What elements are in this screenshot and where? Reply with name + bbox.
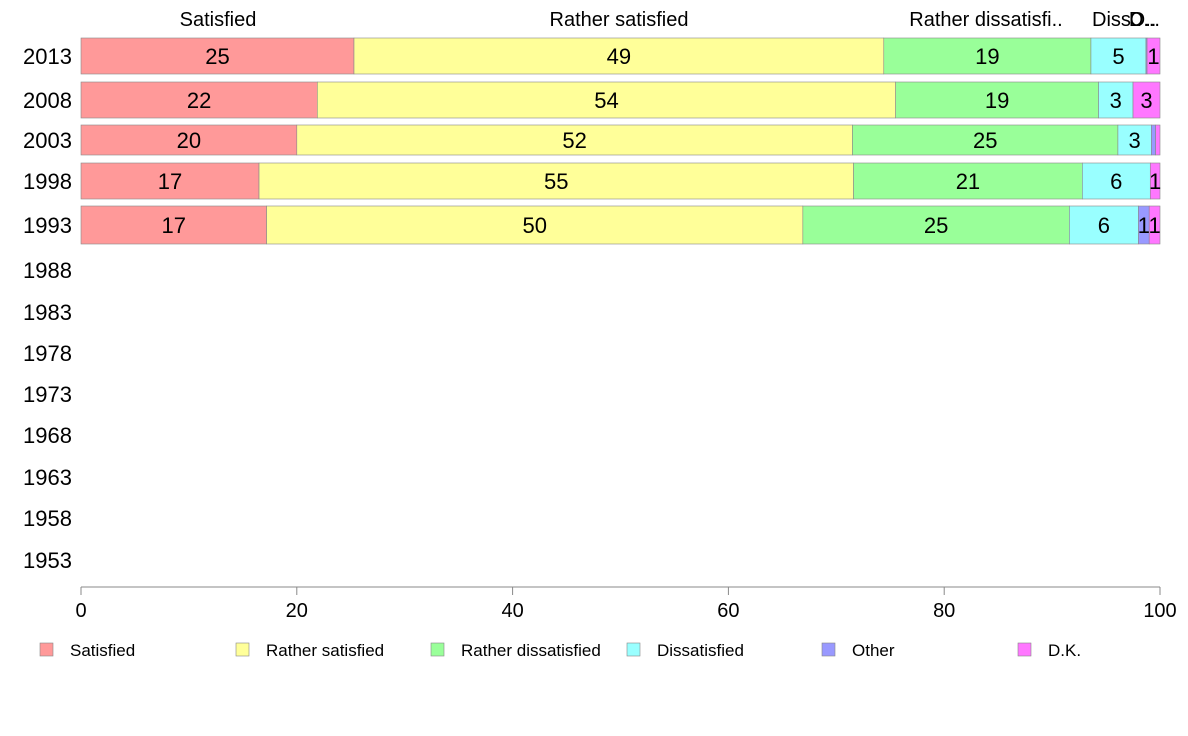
bar-segment <box>1090 37 1147 75</box>
bar-segment <box>802 205 1070 245</box>
bar-segment <box>1151 124 1156 156</box>
data-label: 54 <box>594 88 618 113</box>
y-tick-label: 1958 <box>23 506 72 531</box>
bar-segment <box>853 162 1083 200</box>
x-tick-label: 80 <box>933 600 955 622</box>
y-tick-label: 1953 <box>23 548 72 573</box>
x-tick-label: 20 <box>286 600 308 622</box>
data-label: 52 <box>562 128 586 153</box>
data-label: 21 <box>956 169 980 194</box>
legend-label: Rather satisfied <box>266 641 384 660</box>
legend-label: Satisfied <box>70 641 135 660</box>
data-label: 25 <box>924 213 948 238</box>
x-tick-label: 60 <box>717 600 739 622</box>
data-label: 1 <box>1138 213 1150 238</box>
data-label: 3 <box>1110 88 1122 113</box>
data-label: 1 <box>1148 213 1160 238</box>
bar-segment <box>1149 162 1161 200</box>
legend-label: Other <box>852 641 895 660</box>
data-label: 6 <box>1110 169 1122 194</box>
column-header: Diss.. <box>1092 9 1142 31</box>
bar-segment <box>883 37 1092 75</box>
legend-swatch <box>626 642 641 657</box>
data-label: 17 <box>162 213 186 238</box>
bar-segment <box>80 205 267 245</box>
bar-segment <box>258 162 854 200</box>
data-label: 25 <box>973 128 997 153</box>
bar-segment <box>852 124 1119 156</box>
data-label: 3 <box>1129 128 1141 153</box>
bar-segment <box>895 81 1099 119</box>
bar-segment <box>1155 124 1161 156</box>
column-header: O.. <box>1130 9 1157 31</box>
y-tick-label: 1998 <box>23 169 72 194</box>
legend: Satisfied Rather satisfied Rather dissatis… <box>39 641 1081 660</box>
x-tick-label: 40 <box>501 600 523 622</box>
column-headers: Satisfied Rather satisfied Rather dissatis… <box>180 9 1160 31</box>
y-tick-label: 1978 <box>23 341 72 366</box>
column-header: Satisfied <box>180 9 257 31</box>
legend-swatch <box>39 642 54 657</box>
data-label: 1 <box>1149 169 1161 194</box>
data-label: 5 <box>1112 44 1124 69</box>
legend-label: D.K. <box>1048 641 1081 660</box>
y-tick-label: 1963 <box>23 465 72 490</box>
data-label: 22 <box>187 88 211 113</box>
legend-label: Rather dissatisfied <box>461 641 601 660</box>
data-label: 6 <box>1098 213 1110 238</box>
y-tick-label: 2003 <box>23 128 72 153</box>
bar-segment <box>80 37 355 75</box>
y-tick-label: 1973 <box>23 382 72 407</box>
y-tick-label: 2008 <box>23 88 72 113</box>
x-axis: 0 20 40 60 80 100 <box>75 586 1177 622</box>
data-label: 20 <box>177 128 201 153</box>
data-label: 50 <box>522 213 546 238</box>
data-label: 3 <box>1140 88 1152 113</box>
data-label: 49 <box>607 44 631 69</box>
bar-segment <box>1069 205 1139 245</box>
bar-segment <box>1146 37 1161 75</box>
data-label: 1 <box>1147 44 1159 69</box>
y-axis-labels: 2013 2008 2003 1998 1993 1988 1983 1978 1973 1968… <box>23 44 72 573</box>
bar-segment <box>1132 81 1161 119</box>
legend-swatch <box>235 642 250 657</box>
column-header: Rather dissatisfi.. <box>909 9 1062 31</box>
y-tick-label: 1993 <box>23 213 72 238</box>
y-tick-label: 1988 <box>23 258 72 283</box>
bar-segment <box>266 205 804 245</box>
column-header: Rather satisfied <box>550 9 689 31</box>
y-tick-label: 1968 <box>23 423 72 448</box>
y-tick-label: 2013 <box>23 44 72 69</box>
column-header: D... <box>1129 9 1160 31</box>
legend-swatch <box>821 642 836 657</box>
data-label: 19 <box>975 44 999 69</box>
x-tick-label: 100 <box>1143 600 1176 622</box>
bar-segment <box>1098 81 1134 119</box>
bar-segment <box>1148 205 1161 245</box>
legend-swatch <box>1017 642 1032 657</box>
bar-segment <box>317 81 896 119</box>
x-tick-label: 0 <box>75 600 86 622</box>
y-tick-label: 1983 <box>23 300 72 325</box>
data-label: 17 <box>158 169 182 194</box>
bars: 25 49 19 5 122 54 19 3 320 52 25 317 55 21 6 117 50 25 6 11 <box>80 37 1161 245</box>
data-label: 19 <box>985 88 1009 113</box>
data-label: 55 <box>544 169 568 194</box>
bar-segment <box>296 124 853 156</box>
bar-segment <box>80 162 260 200</box>
bar-segment <box>1117 124 1152 156</box>
legend-label: Dissatisfied <box>657 641 744 660</box>
data-label: 25 <box>205 44 229 69</box>
legend-swatch <box>430 642 445 657</box>
bar-segment <box>1082 162 1151 200</box>
